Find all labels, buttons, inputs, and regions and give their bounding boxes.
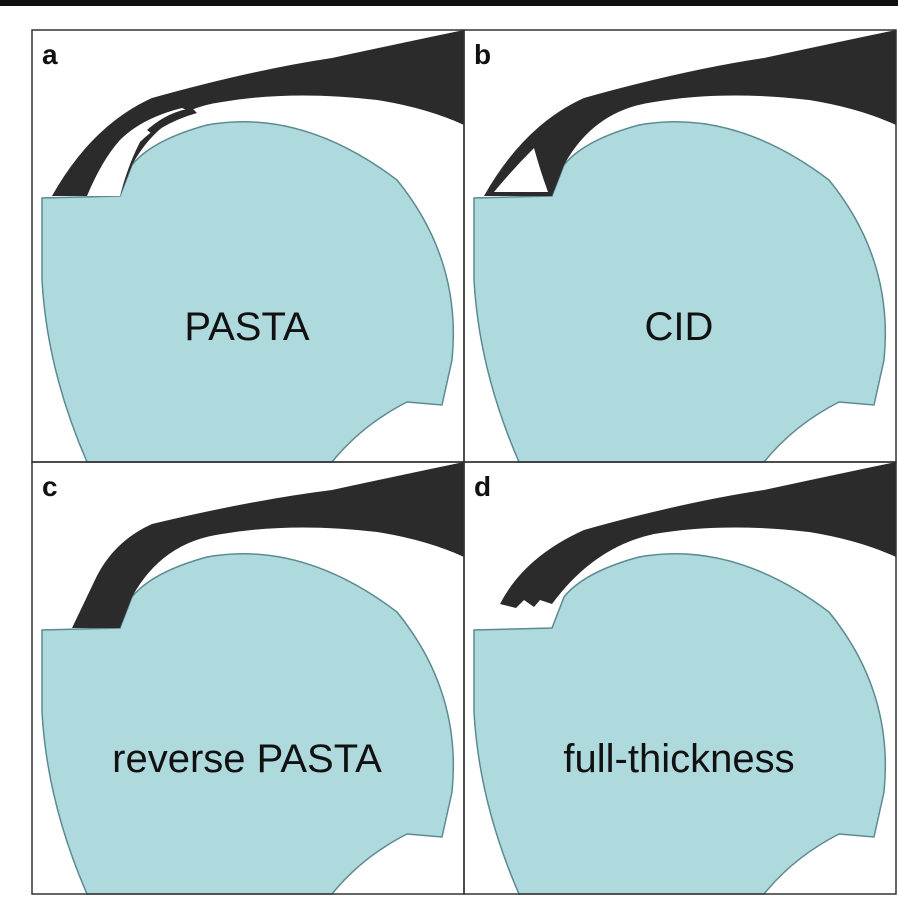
tendon-d [500, 462, 896, 608]
panel-label-a: a [42, 39, 58, 70]
panel-d: d full-thickness [463, 461, 897, 895]
panel-label-d: d [474, 471, 491, 502]
tendon-c [72, 462, 464, 628]
panel-caption-a: PASTA [184, 305, 310, 349]
panel-caption-b: CID [645, 305, 714, 349]
tear-flap-a [147, 108, 197, 134]
panel-frame-d [463, 461, 897, 895]
panel-c: c reverse PASTA [31, 461, 465, 895]
panel-b: b CID [463, 29, 897, 463]
panel-label-c: c [42, 471, 58, 502]
panel-a: a PASTA [31, 29, 465, 463]
tear-gap-b [494, 148, 548, 192]
top-rule [0, 0, 898, 6]
panel-caption-d: full-thickness [563, 737, 794, 781]
tear-gap-a [87, 108, 192, 196]
panel-caption-c: reverse PASTA [112, 737, 382, 781]
panel-label-b: b [474, 39, 491, 70]
